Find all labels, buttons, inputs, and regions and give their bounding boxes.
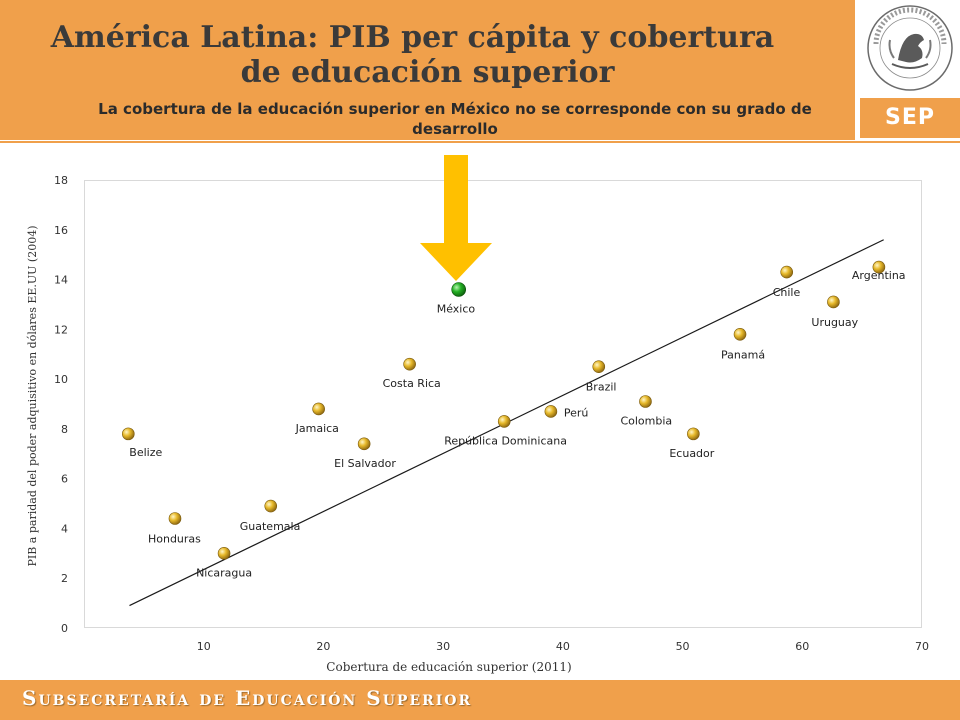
point-label-panama: Panamá — [721, 348, 765, 361]
plot-area-frame — [84, 180, 922, 628]
header-divider — [0, 141, 960, 143]
point-label-el-salvador: El Salvador — [334, 457, 396, 470]
point-label-honduras: Honduras — [148, 532, 201, 545]
point-peru — [544, 405, 558, 418]
point-label-brazil: Brazil — [586, 381, 617, 394]
title-line-2: de educación superior — [240, 55, 615, 90]
title-banner — [0, 0, 855, 140]
point-label-nicaragua: Nicaragua — [196, 566, 252, 579]
point-label-peru: Perú — [564, 406, 589, 419]
point-label-colombia: Colombia — [620, 415, 672, 428]
point-colombia — [639, 395, 652, 408]
point-panama — [733, 328, 747, 341]
point-nicaragua — [217, 547, 231, 560]
y-tick-label: 6 — [61, 473, 68, 486]
point-belize — [121, 427, 135, 441]
point-label-republica-dominicana: República Dominicana — [444, 434, 567, 447]
point-label-chile: Chile — [773, 286, 801, 299]
y-tick-label: 8 — [61, 423, 68, 436]
point-mexico — [451, 282, 467, 297]
point-republica-dominicana — [497, 415, 511, 428]
y-tick-label: 14 — [54, 274, 68, 287]
y-tick-label: 2 — [61, 572, 68, 585]
point-label-argentina: Argentina — [852, 269, 906, 282]
x-tick-label: 70 — [915, 640, 929, 653]
point-label-jamaica: Jamaica — [295, 422, 339, 435]
point-jamaica — [312, 402, 325, 416]
point-label-costa-rica: Costa Rica — [383, 377, 441, 390]
point-label-uruguay: Uruguay — [811, 316, 858, 329]
slide-subtitle: La cobertura de la educación superior en… — [98, 100, 812, 138]
point-ecuador — [687, 427, 700, 441]
footer-text: Subsecretaría de Educación Superior — [22, 686, 473, 710]
y-tick-label: 10 — [54, 373, 68, 386]
y-axis-label: PIB a paridad del poder adquisitivo en d… — [26, 225, 39, 566]
x-tick-label: 60 — [795, 640, 809, 653]
footer-bar — [0, 680, 960, 720]
slide-title: América Latina: PIB per cápita y cobertu… — [0, 20, 855, 90]
point-brazil — [592, 360, 606, 373]
x-tick-label: 50 — [676, 640, 690, 653]
point-label-mexico: México — [437, 303, 476, 316]
x-tick-label: 10 — [197, 640, 211, 653]
title-line-1: América Latina: PIB per cápita y cobertu… — [50, 20, 775, 55]
y-tick-label: 4 — [61, 522, 68, 535]
point-argentina — [872, 260, 886, 274]
y-tick-label: 18 — [54, 174, 68, 187]
x-tick-label: 20 — [316, 640, 330, 653]
x-axis-label: Cobertura de educación superior (2011) — [326, 660, 571, 674]
down-arrow-icon — [420, 155, 492, 281]
point-el-salvador — [357, 437, 371, 451]
x-tick-label: 30 — [436, 640, 450, 653]
point-label-ecuador: Ecuador — [669, 447, 714, 460]
point-guatemala — [264, 499, 278, 513]
x-tick-label: 40 — [556, 640, 570, 653]
point-uruguay — [827, 295, 840, 309]
point-honduras — [168, 512, 182, 525]
point-chile — [780, 265, 794, 279]
mexican-seal-icon — [867, 5, 953, 91]
point-label-guatemala: Guatemala — [240, 520, 301, 533]
point-costa-rica — [403, 357, 416, 371]
y-tick-label: 16 — [54, 224, 68, 237]
y-tick-label: 0 — [61, 622, 68, 635]
sep-logo: SEP — [860, 98, 960, 138]
point-label-belize: Belize — [129, 446, 162, 459]
y-tick-label: 12 — [54, 323, 68, 336]
